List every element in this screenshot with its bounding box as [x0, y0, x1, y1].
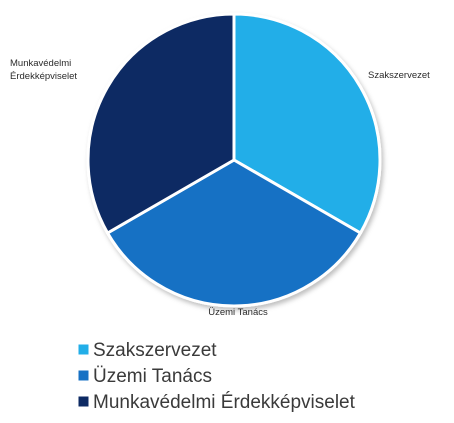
pie-slice-1: [106, 158, 362, 308]
legend-label-0: Szakszervezet: [93, 340, 217, 361]
legend-swatch-0: [77, 343, 90, 356]
pie-slice-0: [232, 12, 382, 235]
legend-label-2: Munkavédelmi Érdekképviselet: [93, 392, 356, 413]
legend-swatch-2: [77, 395, 90, 408]
slice-label-1: Üzemi Tanács: [208, 307, 268, 318]
legend-swatch-1: [77, 369, 90, 382]
pie-slice-2: [86, 12, 236, 235]
chart-legend: Szakszervezet Üzemi Tanács Munkavédelmi Ér…: [77, 340, 356, 413]
pie-slices: [86, 12, 382, 308]
slice-label-0: Szakszervezet: [368, 70, 430, 81]
pie-slice-labels: Szakszervezet Üzemi Tanács Munkavédelmi Érd…: [10, 58, 430, 318]
slice-label-2: Munkavédelmi Érdekképviselet: [10, 58, 77, 82]
legend-label-1: Üzemi Tanács: [93, 366, 212, 387]
